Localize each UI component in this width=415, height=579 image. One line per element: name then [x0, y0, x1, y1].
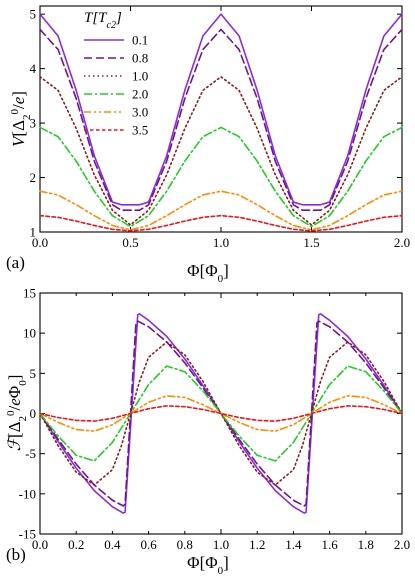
- y-axis-ticks-b: -15 -10 -5 0 5 10 15: [19, 286, 402, 542]
- legend-label: 3.0: [132, 105, 148, 120]
- y-tick-label: 15: [23, 286, 36, 301]
- panel-b: 0.0 0.2 0.4 0.6 0.8 1.0 1.2 1.4 1.6 1.8 2.0 -15 -10…: [5, 286, 410, 578]
- y-tick-label: 2: [30, 170, 37, 185]
- x-tick-label: 0.4: [104, 537, 121, 552]
- y-tick-label: 10: [23, 326, 36, 341]
- legend-label: 3.5: [132, 123, 148, 138]
- y-tick-label: 5: [30, 366, 37, 381]
- legend: T[Tc2] 0.1 0.8 1.0 2.0 3.0 3.5: [84, 10, 148, 138]
- series-line-0-8: [39, 28, 403, 212]
- x-tick-label: 1.8: [358, 537, 374, 552]
- x-tick-label: 1.4: [285, 537, 302, 552]
- panel-a: 0.0 0.5 1.0 1.5 2.0 1 2 3 4 5 Φ[Φ0] V[Δ20/e] (a)…: [6, 5, 410, 285]
- series-line-2-0: [39, 126, 403, 228]
- x-tick-label: 0.0: [32, 537, 48, 552]
- x-tick-label: 0.6: [140, 537, 157, 552]
- y-tick-label: 3: [30, 116, 37, 131]
- series-group-b: [39, 313, 403, 514]
- x-axis-ticks-b: 0.0 0.2 0.4 0.6 0.8 1.0 1.2 1.4 1.6 1.8 2.0: [32, 293, 410, 552]
- legend-title: T[Tc2]: [84, 10, 122, 31]
- series-line-3-0: [39, 190, 403, 231]
- x-tick-label: 1.0: [213, 235, 229, 250]
- y-axis-title-b: ℱ[Δ20/eΦ0]: [5, 375, 29, 452]
- panel-label-a: (a): [6, 253, 25, 272]
- x-tick-label: 0.2: [68, 537, 84, 552]
- y-tick-label: 1: [30, 225, 37, 240]
- y-tick-label: 4: [30, 61, 37, 76]
- x-tick-label: 0.8: [177, 537, 193, 552]
- legend-label: 0.1: [132, 33, 148, 48]
- x-axis-title-b: Φ[Φ0]: [187, 553, 229, 577]
- series-line-1-0: [39, 76, 403, 226]
- x-tick-label: 1.0: [213, 537, 229, 552]
- y-axis-title-a: V[Δ20/e]: [9, 91, 33, 147]
- series-line-0-1: [39, 13, 403, 206]
- x-axis-title-a: Φ[Φ0]: [187, 261, 229, 285]
- x-tick-label: 1.5: [303, 235, 319, 250]
- y-tick-label: 0: [30, 406, 37, 421]
- y-tick-label: -5: [25, 446, 36, 461]
- x-tick-label: 2.0: [394, 235, 410, 250]
- x-tick-label: 1.6: [321, 537, 338, 552]
- legend-label: 1.0: [132, 69, 148, 84]
- panel-label-b: (b): [6, 545, 26, 564]
- series-line-3-5: [39, 214, 403, 232]
- y-tick-label: -10: [19, 486, 36, 501]
- x-tick-label: 2.0: [394, 537, 410, 552]
- legend-label: 2.0: [132, 87, 148, 102]
- y-tick-label: 5: [30, 7, 37, 22]
- series-line-3-5: [39, 405, 403, 422]
- x-tick-label: 0.5: [122, 235, 138, 250]
- series-group-a: [39, 13, 403, 232]
- y-tick-label: -15: [19, 527, 36, 542]
- legend-label: 0.8: [132, 51, 148, 66]
- legend-entries: 0.1 0.8 1.0 2.0 3.0 3.5: [84, 33, 148, 138]
- x-tick-label: 0.0: [32, 235, 48, 250]
- x-tick-label: 1.2: [249, 537, 265, 552]
